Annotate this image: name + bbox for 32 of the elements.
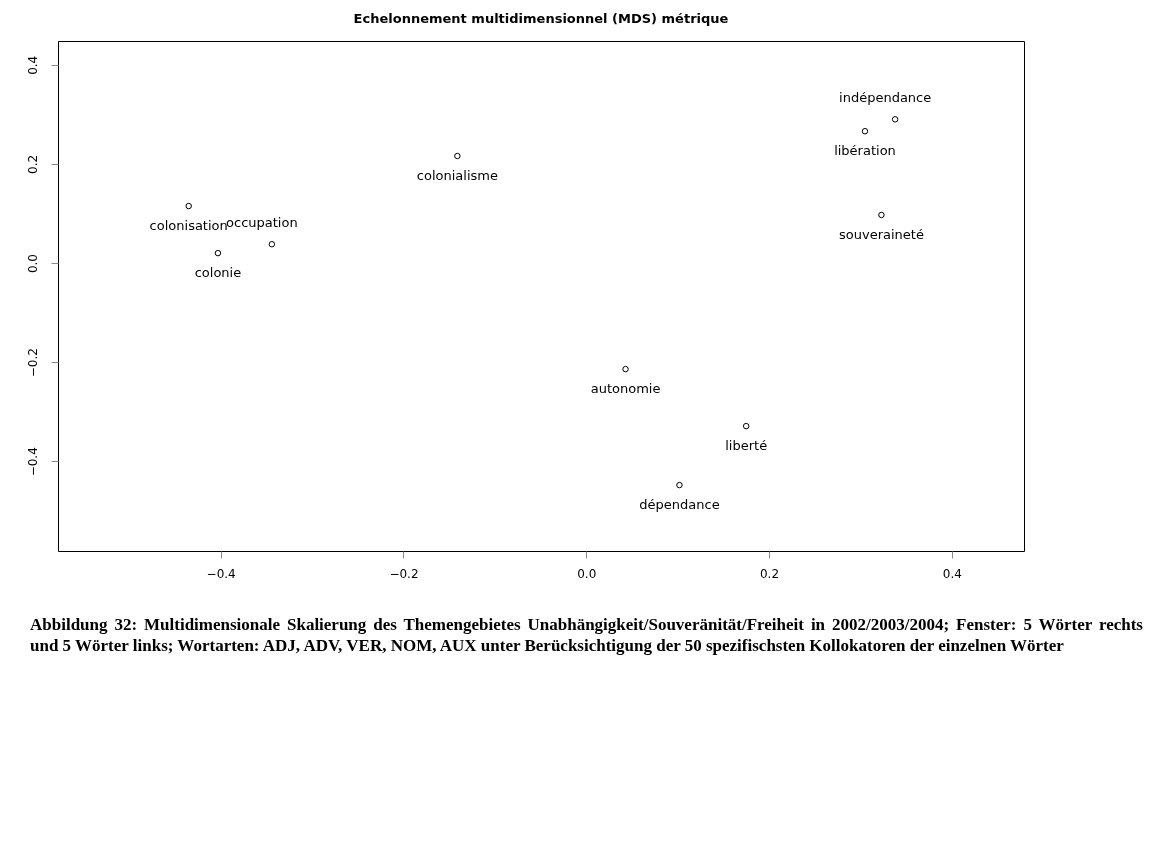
x-tick-label: 0.4 xyxy=(942,566,962,581)
series-label: colonie xyxy=(194,265,242,281)
text: Abbildung 32: Multidimensionale Skalierung des Themengebietes Unabhängigkeit/Souveränität/Freiheit in 2002/2003/2004; Fenster: 5 Wörter rechts und 5 Wörter links; Wortarten: ADJ, ADV, VER, NOM, AUX unter Berücksichtigung der 50 spezifischsten Kollokatoren der einzelnen Wörter xyxy=(30,614,1143,656)
x-tick-label: 0.0 xyxy=(577,566,597,581)
x-tick-label: −0.2 xyxy=(389,566,419,581)
point xyxy=(878,211,885,219)
chart-title: Echelonnement multidimensionnel (MDS) métrique xyxy=(353,11,729,26)
y-tick-label: 0.0 xyxy=(25,253,40,274)
series-label: colonialisme xyxy=(416,167,498,183)
series-label: indépendance xyxy=(839,90,932,106)
y-tick-label: −0.2 xyxy=(25,348,40,378)
series-label: occupation xyxy=(226,215,298,231)
series-label: souveraineté xyxy=(838,226,924,242)
point xyxy=(676,481,683,489)
point xyxy=(622,365,629,373)
point xyxy=(268,240,276,248)
y-tick-label: 0.4 xyxy=(25,55,40,75)
x-tick-label: 0.2 xyxy=(759,566,780,581)
series-label: autonomie xyxy=(590,381,661,397)
series-label: colonisation xyxy=(149,218,228,234)
point xyxy=(861,127,869,135)
series-label: liberté xyxy=(725,438,768,454)
series-label: dépendance xyxy=(639,497,720,513)
point xyxy=(891,116,899,123)
point xyxy=(454,152,461,160)
point xyxy=(742,422,750,430)
x-tick-label: −0.4 xyxy=(206,566,236,581)
point xyxy=(185,202,192,210)
point xyxy=(214,249,222,257)
series-label: libération xyxy=(834,143,896,159)
y-tick-label: 0.2 xyxy=(25,154,40,174)
y-tick-label: −0.4 xyxy=(25,447,40,477)
